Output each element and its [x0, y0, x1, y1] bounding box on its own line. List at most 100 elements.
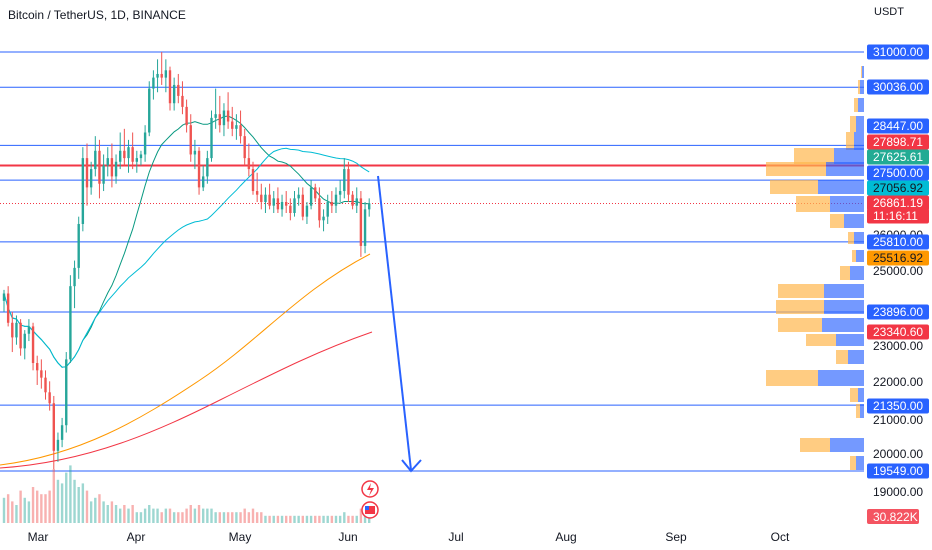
candle-body[interactable]	[135, 158, 138, 162]
price-badge[interactable]	[867, 134, 929, 150]
candle-body[interactable]	[23, 333, 26, 349]
candle-body[interactable]	[19, 322, 22, 349]
candle-body[interactable]	[309, 187, 313, 206]
candle-body[interactable]	[202, 176, 205, 188]
price-badge[interactable]	[867, 195, 929, 211]
price-badge[interactable]	[867, 180, 929, 196]
price-badge[interactable]	[867, 398, 929, 414]
currency-label[interactable]: USDT	[874, 6, 904, 18]
candle-body[interactable]	[60, 425, 64, 440]
candle-body[interactable]	[334, 194, 338, 206]
candle-body[interactable]	[255, 191, 259, 195]
candle-body[interactable]	[164, 70, 168, 78]
candle-body[interactable]	[36, 363, 39, 371]
candle-body[interactable]	[31, 326, 35, 364]
candle-body[interactable]	[355, 198, 358, 206]
candle-body[interactable]	[260, 194, 263, 203]
candle-body[interactable]	[114, 161, 118, 177]
candle-body[interactable]	[56, 439, 60, 451]
candle-body[interactable]	[172, 84, 176, 104]
candle-body[interactable]	[293, 198, 296, 213]
candle-body[interactable]	[318, 198, 321, 221]
candle-body[interactable]	[48, 392, 51, 404]
candle-body[interactable]	[285, 202, 288, 206]
candle-body[interactable]	[177, 84, 180, 96]
candle-body[interactable]	[73, 267, 76, 287]
candle-body[interactable]	[326, 202, 329, 217]
candle-body[interactable]	[139, 154, 143, 159]
price-badge[interactable]	[867, 304, 929, 320]
candle-body[interactable]	[289, 205, 292, 213]
candle-body[interactable]	[264, 194, 267, 203]
candle-body[interactable]	[168, 70, 172, 104]
candle-body[interactable]	[272, 198, 275, 206]
candle-body[interactable]	[98, 150, 101, 184]
candle-body[interactable]	[218, 114, 221, 126]
candle-body[interactable]	[94, 150, 97, 170]
candle-body[interactable]	[189, 125, 192, 155]
candle-body[interactable]	[123, 150, 126, 159]
candle-body[interactable]	[222, 110, 226, 126]
candle-body[interactable]	[338, 191, 342, 195]
candle-body[interactable]	[85, 158, 89, 188]
candle-body[interactable]	[276, 198, 280, 210]
price-badge[interactable]	[867, 165, 929, 181]
symbol-title[interactable]: Bitcoin / TetherUS, 1D, BINANCE	[8, 8, 186, 22]
candle-body[interactable]	[127, 147, 130, 159]
candle-body[interactable]	[15, 322, 18, 338]
candle-body[interactable]	[280, 202, 284, 210]
candle-body[interactable]	[44, 377, 47, 393]
candle-body[interactable]	[181, 95, 184, 107]
candle-body[interactable]	[160, 73, 163, 78]
candle-body[interactable]	[247, 158, 251, 170]
candle-body[interactable]	[110, 158, 114, 177]
candle-body[interactable]	[185, 106, 188, 126]
candle-body[interactable]	[351, 194, 354, 206]
candle-body[interactable]	[347, 169, 350, 195]
candle-body[interactable]	[359, 198, 363, 246]
candle-body[interactable]	[143, 132, 147, 155]
candle-body[interactable]	[27, 326, 31, 334]
price-badge[interactable]	[867, 149, 929, 165]
candle-body[interactable]	[322, 216, 325, 221]
candle-body[interactable]	[152, 77, 155, 89]
volume-badge[interactable]	[867, 509, 919, 524]
candle-body[interactable]	[106, 158, 109, 166]
candle-body[interactable]	[6, 293, 10, 323]
candle-body[interactable]	[243, 136, 246, 159]
candle-body[interactable]	[314, 187, 317, 199]
price-badge[interactable]	[867, 324, 929, 340]
candle-body[interactable]	[226, 110, 230, 122]
candle-body[interactable]	[65, 359, 68, 426]
candle-body[interactable]	[268, 194, 271, 206]
candle-body[interactable]	[156, 73, 159, 78]
price-badge[interactable]	[867, 250, 929, 266]
candle-body[interactable]	[119, 150, 122, 162]
candle-body[interactable]	[197, 150, 201, 188]
price-badge[interactable]	[867, 118, 929, 134]
candle-body[interactable]	[305, 205, 309, 217]
price-badge[interactable]	[867, 208, 929, 224]
candle-body[interactable]	[11, 322, 14, 338]
candle-body[interactable]	[69, 286, 72, 360]
candle-body[interactable]	[193, 150, 197, 155]
price-badge[interactable]	[867, 79, 929, 95]
candle-body[interactable]	[301, 194, 304, 217]
candle-body[interactable]	[210, 117, 213, 159]
candle-body[interactable]	[89, 169, 93, 188]
candle-body[interactable]	[52, 403, 55, 451]
price-badge[interactable]	[867, 44, 929, 60]
candle-body[interactable]	[148, 88, 151, 133]
candle-body[interactable]	[131, 147, 134, 162]
projection-arrow-line[interactable]	[377, 175, 412, 471]
price-badge[interactable]	[867, 463, 929, 479]
candle-body[interactable]	[206, 158, 209, 177]
candle-body[interactable]	[2, 293, 6, 301]
candle-body[interactable]	[251, 169, 255, 192]
candle-body[interactable]	[363, 209, 367, 246]
candle-body[interactable]	[330, 202, 334, 206]
price-badge[interactable]	[867, 234, 929, 250]
candle-body[interactable]	[81, 158, 85, 224]
candle-body[interactable]	[214, 114, 217, 118]
